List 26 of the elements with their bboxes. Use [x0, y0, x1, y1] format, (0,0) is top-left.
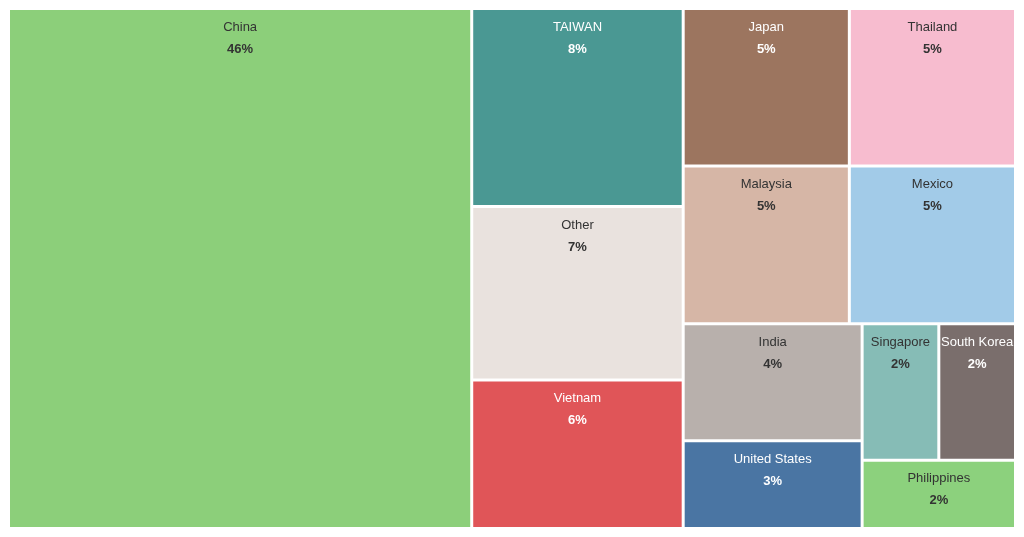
category-label: Thailand	[907, 18, 958, 34]
data-label: 3%	[763, 472, 783, 488]
data-label: 7%	[568, 238, 588, 254]
data-label: 4%	[763, 355, 783, 371]
data-label: 5%	[923, 40, 943, 56]
category-label: United States	[733, 450, 813, 466]
category-label: Other	[561, 216, 595, 232]
data-label: 5%	[756, 40, 777, 56]
category-label: Philippines	[907, 470, 971, 486]
category-label: Mexico	[911, 176, 954, 192]
category-label: Japan	[748, 18, 784, 34]
data-label: 6%	[568, 411, 588, 427]
category-label: Singapore	[870, 333, 931, 349]
data-label: 5%	[923, 198, 943, 214]
data-label: 46%	[227, 40, 254, 56]
data-label: 2%	[891, 355, 911, 371]
category-label: Vietnam	[553, 389, 602, 405]
category-label: South Korea	[941, 333, 1015, 349]
data-label: 2%	[929, 492, 949, 508]
category-label: China	[223, 18, 258, 34]
data-label: 5%	[756, 198, 777, 214]
data-label: 8%	[568, 40, 588, 56]
category-label: India	[758, 333, 788, 349]
category-label: Malaysia	[740, 176, 793, 192]
data-label: 2%	[967, 355, 987, 371]
category-label: TAIWAN	[552, 18, 603, 34]
